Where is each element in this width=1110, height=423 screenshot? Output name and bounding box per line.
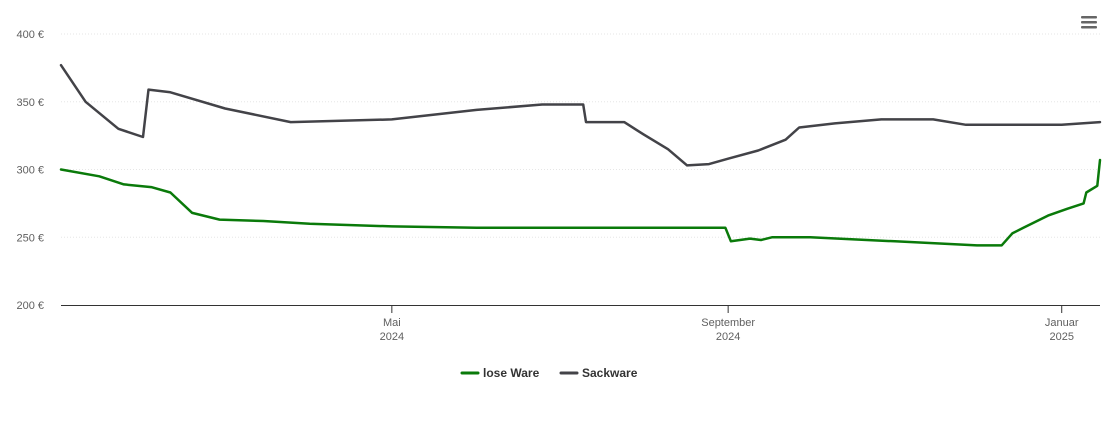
- legend[interactable]: lose Ware Sackware: [460, 366, 638, 380]
- chart-menu-button[interactable]: [1080, 14, 1098, 30]
- y-tick-label: 300 €: [16, 165, 44, 177]
- legend-item-lose-ware[interactable]: lose Ware: [460, 366, 540, 380]
- x-tick-label-month: Mai: [383, 317, 401, 329]
- grid-lines: [61, 33, 1100, 238]
- x-tick-label-year: 2024: [716, 331, 740, 343]
- x-tick-label-month: September: [701, 317, 755, 329]
- hamburger-menu-icon: [1081, 16, 1097, 29]
- series-line-sackware[interactable]: [59, 63, 1102, 167]
- x-tick-label-year: 2024: [380, 331, 404, 343]
- legend-item-sackware[interactable]: Sackware: [559, 366, 638, 380]
- y-axis-labels: 200 € 250 € 300 € 350 € 400 €: [16, 29, 44, 312]
- y-tick-label: 400 €: [16, 29, 44, 41]
- x-tick-label-year: 2025: [1049, 331, 1073, 343]
- legend-label: Sackware: [582, 366, 638, 380]
- series-lines: [59, 63, 1102, 247]
- legend-label: lose Ware: [483, 366, 540, 380]
- series-line-lose-ware[interactable]: [59, 158, 1102, 247]
- x-axis: Mai 2024 September 2024 Januar 2025: [61, 305, 1100, 343]
- x-tick-label-month: Januar: [1045, 317, 1079, 329]
- y-tick-label: 350 €: [16, 97, 44, 109]
- y-tick-label: 200 €: [16, 300, 44, 312]
- y-tick-label: 250 €: [16, 232, 44, 244]
